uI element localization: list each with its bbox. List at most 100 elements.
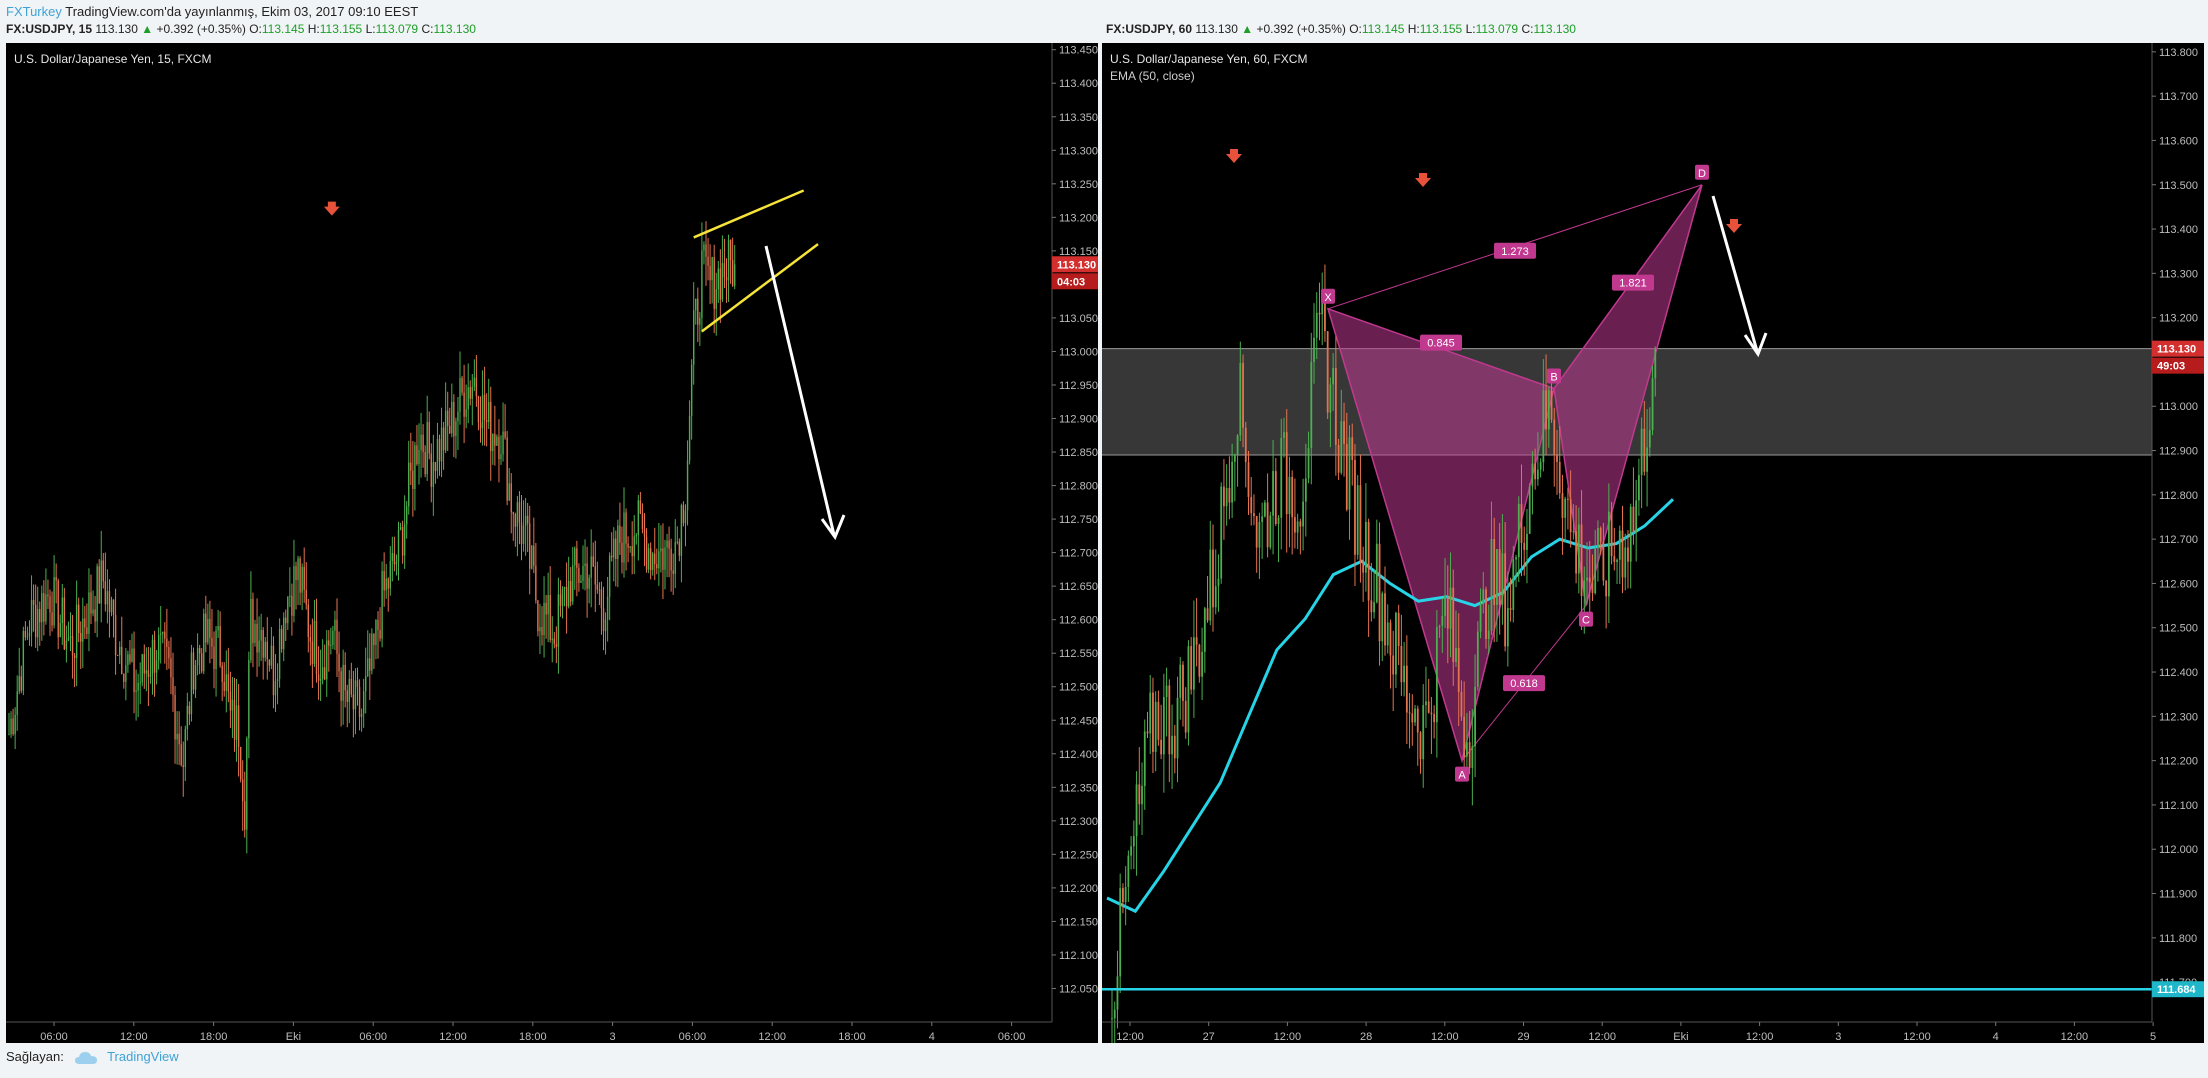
candle-body [502, 431, 504, 455]
symbol: FX:USDJPY, 15 [6, 22, 93, 36]
pane-divider[interactable] [1098, 43, 1102, 1043]
candle-body [666, 540, 668, 548]
candle-body [1236, 435, 1239, 455]
candle-body [1501, 553, 1504, 605]
x-tick-label: 06:00 [679, 1031, 707, 1043]
chart-pane-60m[interactable]: X A B C D 0.845 0.618 1.273 1.821 113.800 113.700 1… [1102, 43, 2204, 1043]
candle-body [137, 682, 139, 691]
candle-body [1534, 463, 1537, 480]
candle-body [570, 580, 572, 602]
candle-body [1542, 390, 1545, 463]
candle-body [1455, 647, 1457, 663]
candle-body [1425, 701, 1427, 706]
chart-canvas-15m[interactable]: 113.450 113.400 113.350 113.300 113.250 113.2… [6, 43, 1098, 1043]
candle-body [645, 536, 648, 570]
candle-body [451, 401, 453, 434]
candle-body [170, 658, 172, 678]
candle-body [24, 631, 27, 638]
candle-body [1326, 331, 1329, 413]
candle-body [57, 580, 59, 638]
candle-body [389, 560, 391, 589]
candle-body [561, 588, 564, 606]
candle-body [26, 636, 29, 638]
candle-body [223, 681, 225, 691]
candle-body [1577, 524, 1580, 574]
candle-body [116, 655, 119, 657]
x-tick-label: 29 [1517, 1031, 1529, 1043]
candle-body [1389, 622, 1392, 656]
candle-body [635, 535, 637, 537]
up-arrow-icon: ▲ [1241, 22, 1254, 36]
candle-body [594, 566, 596, 585]
candle-body [1422, 705, 1425, 760]
candle-body [1468, 742, 1471, 768]
candle-body [682, 505, 685, 524]
candle-body [1345, 443, 1348, 510]
x-tick-label: 4 [1993, 1031, 1999, 1043]
candle-body [481, 394, 484, 429]
candle-body [1291, 476, 1294, 518]
level-price-label-bg [2152, 981, 2204, 998]
x-tick-label: 28 [1360, 1031, 1372, 1043]
candle-body [176, 733, 178, 740]
candle-body [1564, 498, 1567, 518]
candle-body [354, 680, 357, 710]
chart-canvas-60m[interactable]: X A B C D 0.845 0.618 1.273 1.821 113.800 113.700 1… [1102, 43, 2204, 1043]
candle-body [582, 565, 584, 581]
candle-body [160, 633, 162, 635]
candle-body [604, 619, 607, 632]
candle-body [102, 560, 104, 582]
candle-body [311, 641, 314, 664]
candle-body [338, 653, 340, 672]
candle-body [75, 604, 78, 659]
candle-body [10, 718, 12, 735]
candle-body [1304, 478, 1307, 502]
y-tick-label: 112.700 [1059, 548, 1098, 560]
candle-body [49, 596, 51, 613]
candle-body [547, 594, 549, 615]
candle-body [713, 257, 715, 309]
y-tick-label: 113.250 [1059, 179, 1098, 191]
chart-pane-15m[interactable]: 113.450 113.400 113.350 113.300 113.250 113.2… [6, 43, 1098, 1043]
candle-body [1313, 337, 1315, 362]
author-link[interactable]: FXTurkey [6, 4, 62, 19]
candle-body [315, 620, 318, 675]
candle-body [178, 733, 180, 745]
candle-body [203, 613, 205, 672]
candle-body [1258, 521, 1261, 548]
candle-body [529, 523, 531, 569]
candle-body [1482, 589, 1485, 605]
last-price-label: 113.130 [2157, 344, 2196, 356]
candle-body [459, 377, 461, 412]
candle-body [608, 555, 611, 597]
candle-body [61, 597, 63, 624]
candle-body [1198, 644, 1201, 677]
y-tick-label: 112.600 [2159, 578, 2198, 590]
candle-body [289, 595, 291, 597]
candle-body [592, 556, 594, 567]
candle-body [467, 387, 469, 410]
low-label: L: [1465, 22, 1476, 36]
candle-body [1651, 378, 1654, 431]
candle-body [1228, 487, 1231, 503]
candle-body [584, 563, 586, 566]
candle-body [1359, 485, 1362, 561]
candle-body [715, 289, 717, 309]
candle-body [422, 434, 424, 453]
candle-body [1302, 501, 1304, 527]
candle-body [705, 244, 707, 257]
candle-body [69, 636, 72, 639]
candle-body [180, 744, 182, 766]
candle-body [1195, 637, 1198, 645]
candle-body [572, 565, 574, 602]
high-value: 113.155 [1419, 22, 1463, 36]
candle-body [1613, 556, 1616, 562]
x-tick-label: 27 [1203, 1031, 1215, 1043]
candle-body [619, 525, 621, 543]
candle-body [721, 263, 724, 300]
tradingview-link[interactable]: TradingView [107, 1049, 179, 1064]
candle-body [317, 674, 320, 681]
candle-body [168, 647, 170, 659]
candle-body [280, 628, 283, 650]
change: +0.392 (+0.35%) [1256, 22, 1346, 36]
